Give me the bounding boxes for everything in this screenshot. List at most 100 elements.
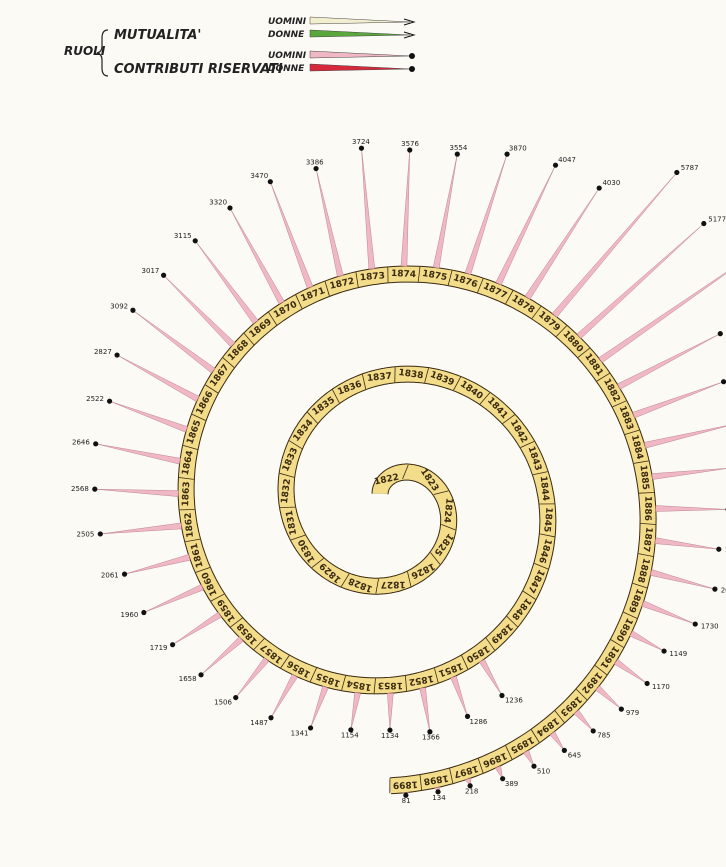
year-divider <box>532 471 548 476</box>
ray-dot <box>467 783 473 789</box>
value-label: 1658 <box>179 675 197 683</box>
year-divider <box>594 665 608 676</box>
ray-dot <box>97 531 103 537</box>
year-divider <box>324 281 330 297</box>
year-divider <box>505 290 514 304</box>
year-divider <box>332 389 340 404</box>
value-label: 389 <box>505 780 518 788</box>
ray <box>613 658 648 684</box>
year-divider <box>309 667 317 682</box>
ray-dot <box>358 145 365 151</box>
year-divider <box>295 294 303 309</box>
year-label: 1852 <box>408 673 434 687</box>
ray <box>350 692 361 730</box>
ray <box>95 443 181 465</box>
ray <box>643 425 726 449</box>
ray-dot <box>499 692 505 699</box>
value-label: 3470 <box>250 172 268 180</box>
value-label: 1286 <box>470 718 488 726</box>
legend-swatch <box>309 50 411 59</box>
ray <box>655 505 726 512</box>
value-label: 1341 <box>291 730 309 738</box>
ray <box>450 675 468 717</box>
value-label: 1506 <box>214 698 232 706</box>
year-divider <box>449 768 454 784</box>
value-label: 2032 <box>721 587 726 595</box>
value-label: 3724 <box>352 138 370 146</box>
value-label: 3870 <box>509 144 527 152</box>
legend-title: RUOLI <box>64 44 106 58</box>
value-label: 2522 <box>86 395 104 403</box>
year-divider <box>531 306 542 319</box>
value-label: 5787 <box>681 164 699 172</box>
value-label: 979 <box>626 709 639 717</box>
year-divider <box>407 571 412 587</box>
year-divider <box>417 266 421 282</box>
legend-swatch <box>309 29 411 38</box>
ray <box>629 630 665 652</box>
value-label: 3115 <box>174 232 192 240</box>
year-divider <box>268 312 277 326</box>
legend-arrow <box>403 18 416 26</box>
value-label: 2505 <box>77 531 95 539</box>
ray-dot <box>552 162 559 168</box>
ray-dot <box>407 147 413 153</box>
ray-dot <box>92 486 98 492</box>
ray-dot <box>561 747 567 753</box>
value-label: 3576 <box>401 140 419 148</box>
year-label: 1899 <box>393 779 419 790</box>
ray-dot <box>618 706 624 712</box>
year-label: 1863 <box>181 481 192 507</box>
year-label: 1837 <box>367 372 393 384</box>
ray <box>549 731 565 751</box>
ray <box>132 310 216 374</box>
ray <box>116 354 200 402</box>
year-divider <box>243 333 255 346</box>
year-divider <box>191 413 206 421</box>
year-divider <box>610 639 624 648</box>
year-divider <box>596 372 610 382</box>
value-label: 1170 <box>652 683 670 691</box>
ray-dot <box>504 151 510 157</box>
year-divider <box>447 270 453 286</box>
legend-item: UOMINI <box>268 51 307 61</box>
legend-group: CONTRIBUTI RISERVATI <box>114 62 283 77</box>
year-divider <box>534 562 549 570</box>
ray <box>100 522 182 535</box>
ray-dot <box>130 307 136 313</box>
year-divider <box>340 573 350 587</box>
year-divider <box>230 617 243 628</box>
legend-swatch <box>309 63 411 72</box>
ray <box>523 749 535 767</box>
ray <box>270 181 314 289</box>
ray-dot <box>590 728 596 734</box>
ray-dot <box>348 727 354 733</box>
year-label: 1864 <box>181 450 196 477</box>
year-divider <box>355 272 359 288</box>
ray <box>94 488 179 497</box>
year-divider <box>555 325 567 337</box>
year-divider <box>530 729 540 743</box>
ray-dot <box>268 715 274 721</box>
year-divider <box>433 490 449 495</box>
year-divider <box>205 384 219 394</box>
ray <box>524 187 600 300</box>
value-label: 1487 <box>250 719 268 727</box>
year-divider <box>373 678 376 694</box>
year-label: 1898 <box>423 772 449 786</box>
ray <box>387 693 394 731</box>
value-label: 1366 <box>422 734 440 742</box>
ray-dot <box>227 205 233 211</box>
year-divider <box>520 441 535 448</box>
ray <box>195 240 259 325</box>
ray-dot <box>141 609 147 616</box>
year-divider <box>222 357 235 368</box>
year-label: 1873 <box>360 271 386 283</box>
year-label: 1844 <box>538 476 551 502</box>
year-label: 1831 <box>285 509 299 535</box>
year-divider <box>638 492 655 494</box>
legend-arrow <box>403 31 416 39</box>
year-divider <box>178 477 194 480</box>
ray <box>632 381 724 419</box>
